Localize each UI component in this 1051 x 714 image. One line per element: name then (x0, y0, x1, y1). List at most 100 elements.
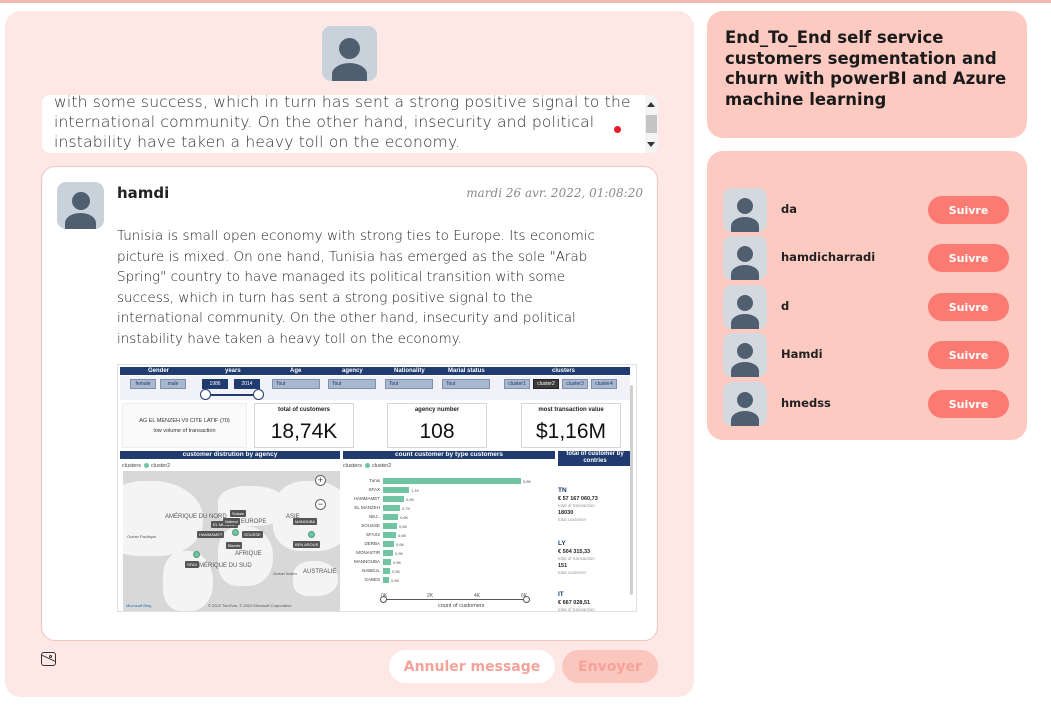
kpi-label: agency number (414, 407, 460, 413)
user-row: d Suivre (723, 285, 1013, 329)
avatar-head-icon (339, 38, 360, 59)
map-label-europe: EUROPE (241, 519, 267, 525)
scroll-up-icon[interactable] (647, 102, 655, 107)
user-name[interactable]: d (781, 299, 790, 313)
user-avatar[interactable] (723, 382, 767, 426)
scroll-down-icon[interactable] (647, 142, 655, 147)
map-dot-icon (193, 551, 200, 558)
country-value: € 57 167 060,73 (558, 496, 598, 502)
legend-prefix: clusters (122, 463, 141, 469)
kpi-value: $1,16M (535, 420, 607, 443)
bar-value: 0,6K (400, 515, 409, 520)
section-countries-title: total of customer by contries (558, 451, 632, 466)
bar (383, 532, 396, 538)
bar-label: MANNOUBA (353, 559, 380, 564)
main-feed-panel: with some success, which in turn has sen… (5, 11, 694, 697)
project-title: End_To_End self service customers segmen… (725, 28, 1007, 109)
legend-value: cluster2 (150, 463, 171, 469)
avatar-body-icon (332, 63, 367, 81)
map-dot-icon (308, 531, 315, 538)
country-count: 151 (558, 563, 568, 569)
avatar-body-icon (65, 213, 96, 229)
composer-scrollbar[interactable] (645, 95, 658, 153)
user-name[interactable]: Hamdi (781, 347, 823, 361)
user-avatar[interactable] (723, 236, 767, 280)
kpi-value: 108 (419, 420, 455, 443)
follow-button[interactable]: Suivre (928, 390, 1009, 418)
user-name[interactable]: hamdicharradi (781, 250, 876, 264)
follow-button[interactable]: Suivre (928, 244, 1009, 272)
bar-label: GABES (364, 577, 380, 582)
post-author-avatar[interactable] (57, 182, 104, 229)
bars-legend: clusters cluster2 (343, 463, 391, 469)
current-user-avatar[interactable] (322, 26, 377, 81)
follow-button[interactable]: Suivre (928, 196, 1009, 224)
year-slider-knob-end (253, 389, 264, 400)
year-slider-knob-start (200, 389, 211, 400)
bar-value: 1,1K (411, 488, 420, 493)
country-sub: total customer (558, 517, 587, 522)
kpi-total-customers: total of customers 18,74K (254, 403, 354, 448)
bar-value: 5,8K (523, 479, 532, 484)
map-zoom-out-icon[interactable]: − (315, 499, 326, 510)
composer-text: with some success, which in turn has sen… (54, 95, 631, 151)
bar-label: Tunis (369, 478, 380, 483)
map-label-north-america: AMÉRIQUE DU NORD (165, 514, 227, 520)
land-australia (293, 561, 338, 596)
map-tag: HAMMAMET (197, 531, 225, 538)
user-avatar[interactable] (723, 285, 767, 329)
cancel-message-button[interactable]: Annuler message (389, 650, 555, 683)
user-avatar[interactable] (723, 188, 767, 232)
map-zoom-in-icon[interactable]: + (315, 475, 326, 486)
post-body-text: Tunisia is small open economy with stron… (117, 228, 595, 347)
bar-value: 0,7K (402, 506, 411, 511)
user-name[interactable]: da (781, 202, 797, 216)
hdr-nationality: Nationality (394, 368, 425, 374)
country-code: IT (558, 591, 564, 598)
map-tag: BEN AROUS (293, 541, 321, 548)
image-sun-icon (49, 655, 52, 658)
land-asia (273, 481, 340, 551)
map-tag: Nabeul (223, 518, 240, 525)
chip-female: female (130, 379, 156, 389)
hdr-marital: Marial status (448, 368, 485, 374)
customers-bar-chart: Tunis 5,8K SFAX 1,1K HAMMAMET 0,9K EL MA… (343, 471, 553, 609)
chip-cluster2: cluster2 (533, 379, 559, 389)
follow-button[interactable]: Suivre (928, 341, 1009, 369)
map-tag: Suisse (230, 510, 247, 517)
user-name[interactable]: hmedss (781, 396, 831, 410)
post-card: hamdi mardi 26 avr. 2022, 01:08:20 Tunis… (41, 166, 658, 641)
bar-value: 0,6K (396, 542, 405, 547)
message-composer-textarea[interactable]: with some success, which in turn has sen… (42, 95, 658, 153)
bar-label: SOUSSE (361, 523, 380, 528)
avatar-head-icon (737, 246, 753, 262)
send-button[interactable]: Envoyer (562, 650, 658, 683)
country-count: 18030 (558, 510, 574, 516)
bar-label: SFAX2 (365, 532, 380, 537)
chip-nationality-tout: Tout (385, 379, 433, 389)
country-sub: total of transaction (558, 607, 595, 612)
map-label-africa: AFRIQUE (235, 551, 262, 557)
avatar-body-icon (731, 265, 759, 280)
kpi-value: 18,74K (270, 420, 338, 443)
country-value: € 667 028,51 (558, 600, 591, 606)
chip-year-end: 2014 (234, 379, 260, 389)
agency-volume: low volume of transaction (153, 428, 216, 434)
top-border-line (0, 0, 1051, 3)
land-north-america (123, 481, 203, 556)
map-tag: SFAX (185, 561, 200, 568)
post-author-name[interactable]: hamdi (117, 184, 170, 202)
avatar-body-icon (731, 411, 759, 426)
post-dashboard-image[interactable]: Gender years Age agency Nationality Mari… (117, 364, 637, 612)
legend-dot-icon (364, 463, 370, 469)
user-avatar[interactable] (723, 333, 767, 377)
avatar-body-icon (731, 217, 759, 232)
bar (383, 487, 409, 493)
scroll-thumb[interactable] (646, 115, 657, 133)
attach-image-icon[interactable] (41, 652, 56, 666)
follow-button[interactable]: Suivre (928, 293, 1009, 321)
world-map[interactable]: AMÉRIQUE DU NORD EUROPE ASIE AFRIQUE AMÉ… (123, 471, 340, 611)
chip-male: male (160, 379, 186, 389)
bar-slider-knob-end (523, 596, 530, 603)
country-code: LY (558, 540, 566, 547)
